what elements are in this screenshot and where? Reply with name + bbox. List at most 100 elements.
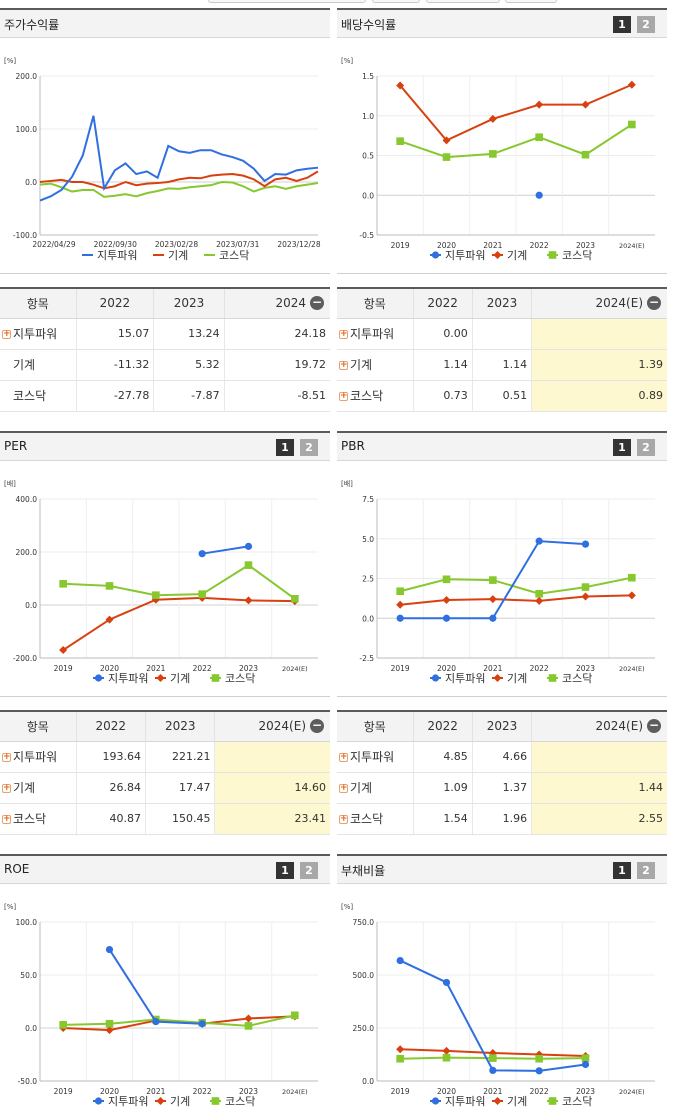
column-header-label: 2022	[427, 296, 458, 311]
data-point	[628, 120, 636, 129]
data-point	[105, 1019, 114, 1028]
legend-item[interactable]: 코스닥	[210, 1095, 255, 1108]
panel-stock-return: 주가수익률 [%] 200.0 100.0 0.0 -100.0 2022/04/29 20…	[0, 8, 330, 274]
view-2-button[interactable]: 2	[637, 439, 655, 456]
series-3-line	[39, 180, 319, 198]
legend-item[interactable]: 코스닥	[204, 249, 249, 262]
data-point	[59, 580, 67, 588]
expand-icon[interactable]: +	[339, 391, 348, 401]
view-1-button[interactable]: 1	[276, 862, 294, 879]
y-tick-label: 5.0	[362, 535, 374, 544]
x-tick-label: 2023	[576, 664, 595, 673]
x-tick-label: 2023	[576, 241, 595, 250]
expand-icon[interactable]: +	[339, 360, 348, 370]
legend-label: 기계	[170, 1095, 190, 1108]
table-cell: 1.09	[413, 772, 473, 804]
legend-item[interactable]: 기계	[492, 1095, 527, 1108]
x-tick-label: 2022/09/30	[94, 240, 137, 249]
x-tick-label: 2022	[530, 241, 549, 250]
panel-debt-ratio: 부채비율 1 2 [%] 750.0 500.0 250.0 0.0 2019 2020 20…	[337, 854, 667, 1115]
legend-item[interactable]: 지투파워	[93, 1095, 148, 1108]
dividend-yield-table: 항목 2022 2023 2024(E) − + 지투파워 0.00 + 기계 1.14 1.14 1.…	[337, 287, 667, 412]
table-cell: 193.64	[76, 741, 146, 773]
legend-item[interactable]: 지투파워	[430, 672, 485, 685]
expand-icon[interactable]: +	[2, 752, 11, 762]
legend-item[interactable]: 지투파워	[93, 672, 148, 685]
collapse-icon[interactable]: −	[647, 295, 661, 310]
legend-item[interactable]: 지투파워	[430, 1095, 485, 1108]
expand-icon[interactable]: +	[2, 329, 11, 339]
legend-item[interactable]: 코스닥	[210, 672, 255, 685]
y-tick-label: 1.0	[362, 112, 374, 121]
series-1-line	[202, 545, 249, 555]
legend-item[interactable]: 코스닥	[547, 249, 592, 262]
view-1-button[interactable]: 1	[613, 439, 631, 456]
collapse-icon[interactable]: −	[310, 718, 324, 733]
series-1	[198, 542, 253, 558]
view-2-button[interactable]: 2	[300, 439, 318, 456]
data-point	[581, 100, 590, 109]
view-1-button[interactable]: 1	[276, 439, 294, 456]
top-toolbar-button[interactable]	[208, 0, 366, 3]
legend-marker	[548, 1097, 557, 1105]
legend-item[interactable]: 코스닥	[547, 672, 592, 685]
data-point	[105, 945, 114, 954]
column-header: 2022	[413, 711, 473, 742]
data-point	[291, 1011, 299, 1020]
expand-icon[interactable]: +	[339, 783, 348, 793]
y-tick-label: 1.5	[362, 72, 374, 81]
legend-item[interactable]: 기계	[492, 672, 527, 685]
view-2-button[interactable]: 2	[300, 862, 318, 879]
roe-chart: [%]100.0 50.0 0.0 -50.0 2019 2020 2021 2022 2023…	[4, 903, 318, 1108]
legend-item[interactable]: 지투파워	[430, 249, 485, 262]
column-header: 2023	[145, 711, 216, 742]
view-1-button[interactable]: 1	[613, 862, 631, 879]
panel-header: PBR 1 2	[337, 431, 667, 461]
unit-label: [%]	[341, 903, 353, 911]
table-cell: 14.60	[214, 772, 330, 804]
top-toolbar-button[interactable]	[426, 0, 500, 3]
legend-item[interactable]: 기계	[153, 249, 188, 262]
top-toolbar-button[interactable]	[505, 0, 557, 3]
legend-item[interactable]: 지투파워	[82, 249, 137, 262]
legend-item[interactable]: 기계	[155, 672, 190, 685]
legend-marker	[431, 251, 440, 259]
legend-label: 코스닥	[225, 672, 255, 685]
expand-icon[interactable]: +	[2, 783, 11, 793]
legend-label: 코스닥	[562, 672, 592, 685]
expand-icon[interactable]: +	[339, 329, 348, 339]
row-label-text: 지투파워	[350, 327, 395, 341]
top-toolbar-button[interactable]	[372, 0, 420, 3]
row-label-text: 기계	[13, 358, 36, 372]
pbr-table: 항목 2022 2023 2024(E) − + 지투파워 4.85 4.66 + 기계 1.09 1.…	[337, 710, 667, 835]
legend-item[interactable]: 기계	[492, 249, 527, 262]
legend-label: 지투파워	[108, 672, 148, 685]
collapse-icon[interactable]: −	[310, 295, 324, 310]
legend-item[interactable]: 코스닥	[547, 1095, 592, 1108]
y-tick-label: 100.0	[16, 125, 38, 134]
expand-icon[interactable]: +	[339, 814, 348, 824]
data-point	[396, 81, 405, 90]
view-1-button[interactable]: 1	[613, 16, 631, 33]
table-cell: 2.55	[531, 803, 667, 835]
view-2-button[interactable]: 2	[637, 16, 655, 33]
legend-item[interactable]: 기계	[155, 1095, 190, 1108]
table-row: + 코스닥 0.73 0.51 0.89	[337, 380, 667, 412]
legend-marker	[431, 674, 440, 682]
table-cell: 4.85	[413, 741, 473, 773]
series-3-line	[63, 1014, 296, 1027]
table-cell: 4.66	[472, 741, 533, 773]
collapse-icon[interactable]: −	[647, 718, 661, 733]
data-point	[396, 614, 404, 622]
data-point	[396, 600, 405, 609]
expand-icon[interactable]: +	[339, 752, 348, 762]
unit-label: [배]	[4, 479, 16, 488]
expand-icon[interactable]: +	[2, 814, 11, 824]
y-tick-label: 7.5	[362, 495, 374, 504]
x-tick-label: 2023/07/31	[216, 240, 259, 249]
data-point	[489, 1066, 497, 1074]
row-label-text: 기계	[350, 781, 373, 795]
legend-marker	[493, 1097, 502, 1105]
divider	[337, 696, 667, 697]
view-2-button[interactable]: 2	[637, 862, 655, 879]
